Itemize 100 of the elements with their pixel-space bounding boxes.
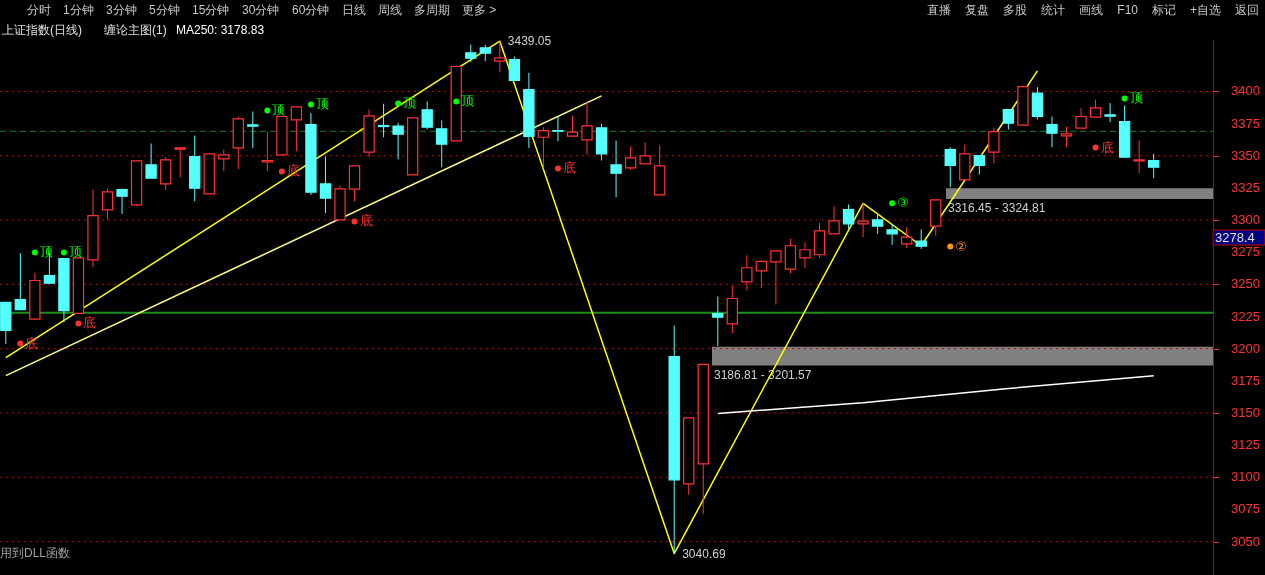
candlestick <box>915 228 927 250</box>
y-tick-label: 3150 <box>1231 404 1260 420</box>
text: 多股 <box>1003 3 1027 17</box>
candlestick <box>218 149 230 172</box>
y-tick-label: 3100 <box>1231 469 1260 485</box>
candlestick <box>741 254 753 292</box>
y-tick-label: 3375 <box>1231 115 1260 131</box>
data-label: 顶 <box>315 96 329 112</box>
text: 周线 <box>378 3 402 17</box>
data-label: 底 <box>83 315 97 331</box>
y-tick-label: 3300 <box>1231 212 1260 228</box>
candlestick <box>494 40 506 73</box>
candlestick <box>784 238 797 274</box>
text: 直播 <box>927 3 951 17</box>
candlestick <box>319 156 332 214</box>
candlestick <box>988 127 1000 164</box>
candlestick <box>1002 108 1015 131</box>
text: 60分钟 <box>292 3 330 17</box>
annotation: 用到DLL函数 <box>0 546 71 560</box>
candlestick <box>552 116 564 142</box>
text: 分时 <box>27 3 51 17</box>
data-label: 底 <box>1100 139 1114 155</box>
candlestick <box>842 203 855 230</box>
candlestick <box>1046 116 1058 148</box>
candlestick <box>101 188 114 221</box>
candlestick <box>944 146 956 188</box>
candlestick <box>145 143 157 179</box>
text: 30分钟 <box>242 3 280 17</box>
candlestick <box>436 120 448 168</box>
candlestick <box>799 241 811 269</box>
data-label: 顶 <box>272 102 286 118</box>
point <box>351 218 358 225</box>
candlestick <box>639 142 651 165</box>
y-tick-label: 3250 <box>1231 276 1260 292</box>
point <box>453 98 460 105</box>
candlestick <box>537 126 550 169</box>
point <box>889 200 896 207</box>
candlestick <box>828 205 840 235</box>
candlestick <box>813 222 826 259</box>
y-tick-label: 3400 <box>1231 83 1260 99</box>
candlestick <box>886 223 898 246</box>
candlestick <box>377 103 390 138</box>
point <box>60 249 67 256</box>
candlestick <box>261 131 274 172</box>
text: F10 <box>1117 3 1139 17</box>
band-label: 3316.45 - 3324.81 <box>948 200 1046 215</box>
text: 返回 <box>1235 3 1259 17</box>
point <box>1092 144 1099 151</box>
candlestick <box>610 140 622 198</box>
text: 标记 <box>1151 3 1176 17</box>
candlestick <box>247 111 259 149</box>
data-label: 底 <box>359 213 373 229</box>
data-label: 3439.05 <box>507 34 552 49</box>
candlestick <box>392 122 404 160</box>
candlestick <box>421 100 433 130</box>
candlestick <box>770 250 782 306</box>
point <box>17 340 24 347</box>
candlestick <box>624 145 637 171</box>
point <box>1121 95 1128 102</box>
data-label: ② <box>955 238 967 254</box>
data-label: 顶 <box>68 244 82 260</box>
data-label: 顶 <box>403 95 417 111</box>
candlestick <box>1075 107 1087 129</box>
candlestick <box>1104 102 1116 123</box>
text: 3分钟 <box>106 3 137 17</box>
y-tick-label: 3175 <box>1231 372 1260 388</box>
text: 更多 > <box>462 3 497 17</box>
data-label: 底 <box>562 160 576 176</box>
point <box>264 107 271 114</box>
text: 复盘 <box>965 3 989 17</box>
point <box>278 168 285 175</box>
candlestick <box>1133 140 1145 174</box>
y-tick-label: 3050 <box>1231 533 1260 549</box>
y-tick-label: 3075 <box>1231 501 1260 517</box>
y-tick-label: 3325 <box>1231 179 1260 195</box>
y-tick-label: 3125 <box>1231 437 1260 453</box>
point <box>395 100 402 107</box>
candlestick <box>1060 126 1073 148</box>
data-label: 顶 <box>39 244 53 260</box>
candlestick <box>116 188 128 215</box>
text: MA250: 3178.83 <box>176 23 265 37</box>
candlestick <box>566 115 579 137</box>
candlestick <box>581 100 593 156</box>
point <box>75 320 82 327</box>
point <box>554 165 561 172</box>
text: 15分钟 <box>192 3 230 17</box>
candlestick <box>348 165 361 202</box>
chart-subtitle: 缠论主图(1) <box>104 23 167 37</box>
text: 统计 <box>1041 3 1065 17</box>
point <box>31 249 38 256</box>
text: 1分钟 <box>63 3 94 17</box>
candlestick <box>755 259 768 289</box>
y-tick-label: 3200 <box>1231 340 1260 356</box>
candlestick <box>712 295 724 347</box>
candlestick <box>508 55 521 82</box>
point <box>947 243 954 250</box>
y-tick-label: 3350 <box>1231 147 1260 163</box>
text: 5分钟 <box>149 3 180 17</box>
candlestick <box>290 106 303 152</box>
candlestick <box>973 154 986 176</box>
